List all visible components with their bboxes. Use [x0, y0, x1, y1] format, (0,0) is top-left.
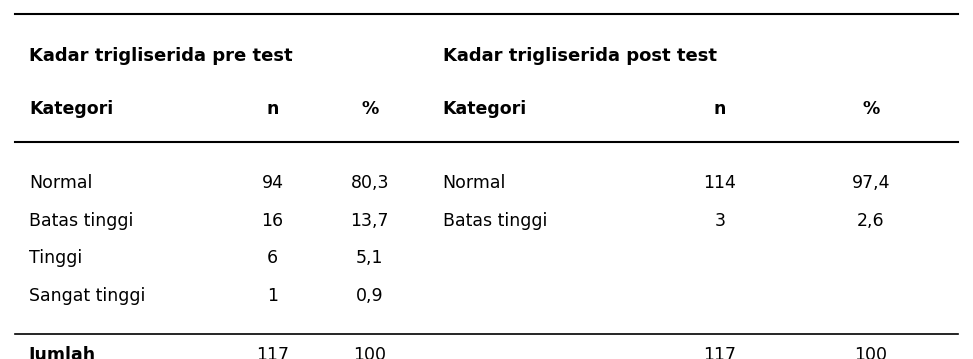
Text: n: n	[714, 101, 726, 118]
Text: Batas tinggi: Batas tinggi	[29, 212, 133, 230]
Text: Kadar trigliserida post test: Kadar trigliserida post test	[443, 47, 717, 65]
Text: Jumlah: Jumlah	[29, 346, 96, 359]
Text: Tinggi: Tinggi	[29, 250, 83, 267]
Text: 6: 6	[267, 250, 278, 267]
Text: Sangat tinggi: Sangat tinggi	[29, 287, 146, 305]
Text: %: %	[361, 101, 378, 118]
Text: 13,7: 13,7	[350, 212, 389, 230]
Text: Kategori: Kategori	[29, 101, 114, 118]
Text: n: n	[267, 101, 278, 118]
Text: Normal: Normal	[443, 174, 506, 192]
Text: Kategori: Kategori	[443, 101, 527, 118]
Text: Batas tinggi: Batas tinggi	[443, 212, 547, 230]
Text: 94: 94	[262, 174, 283, 192]
Text: 5,1: 5,1	[356, 250, 383, 267]
Text: Normal: Normal	[29, 174, 92, 192]
Text: 1: 1	[267, 287, 278, 305]
Text: 80,3: 80,3	[350, 174, 389, 192]
Text: 100: 100	[353, 346, 386, 359]
Text: 100: 100	[854, 346, 887, 359]
Text: 0,9: 0,9	[356, 287, 383, 305]
Text: 114: 114	[703, 174, 737, 192]
Text: 2,6: 2,6	[857, 212, 884, 230]
Text: Kadar trigliserida pre test: Kadar trigliserida pre test	[29, 47, 293, 65]
Text: %: %	[862, 101, 880, 118]
Text: 117: 117	[256, 346, 289, 359]
Text: 97,4: 97,4	[851, 174, 890, 192]
Text: 117: 117	[703, 346, 737, 359]
Text: 16: 16	[262, 212, 283, 230]
Text: 3: 3	[714, 212, 726, 230]
